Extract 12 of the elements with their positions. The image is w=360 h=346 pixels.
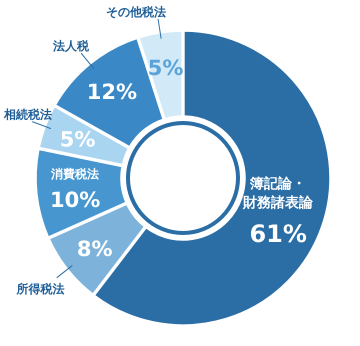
- slice-label: その他税法: [106, 4, 166, 19]
- data-label: 5%: [60, 128, 96, 152]
- slice-label: 簿記論・財務諸表論: [242, 175, 314, 212]
- data-label: 12%: [86, 80, 138, 104]
- slice-label: 所得税法: [16, 282, 65, 296]
- data-label: 61%: [249, 220, 307, 248]
- slice-label: 消費税法: [50, 166, 100, 181]
- data-label: 5%: [148, 56, 184, 80]
- slice-label: 法人税: [52, 39, 90, 54]
- data-label: 8%: [76, 236, 113, 261]
- slice-label: 相続税法: [3, 108, 52, 122]
- data-label: 10%: [50, 188, 100, 212]
